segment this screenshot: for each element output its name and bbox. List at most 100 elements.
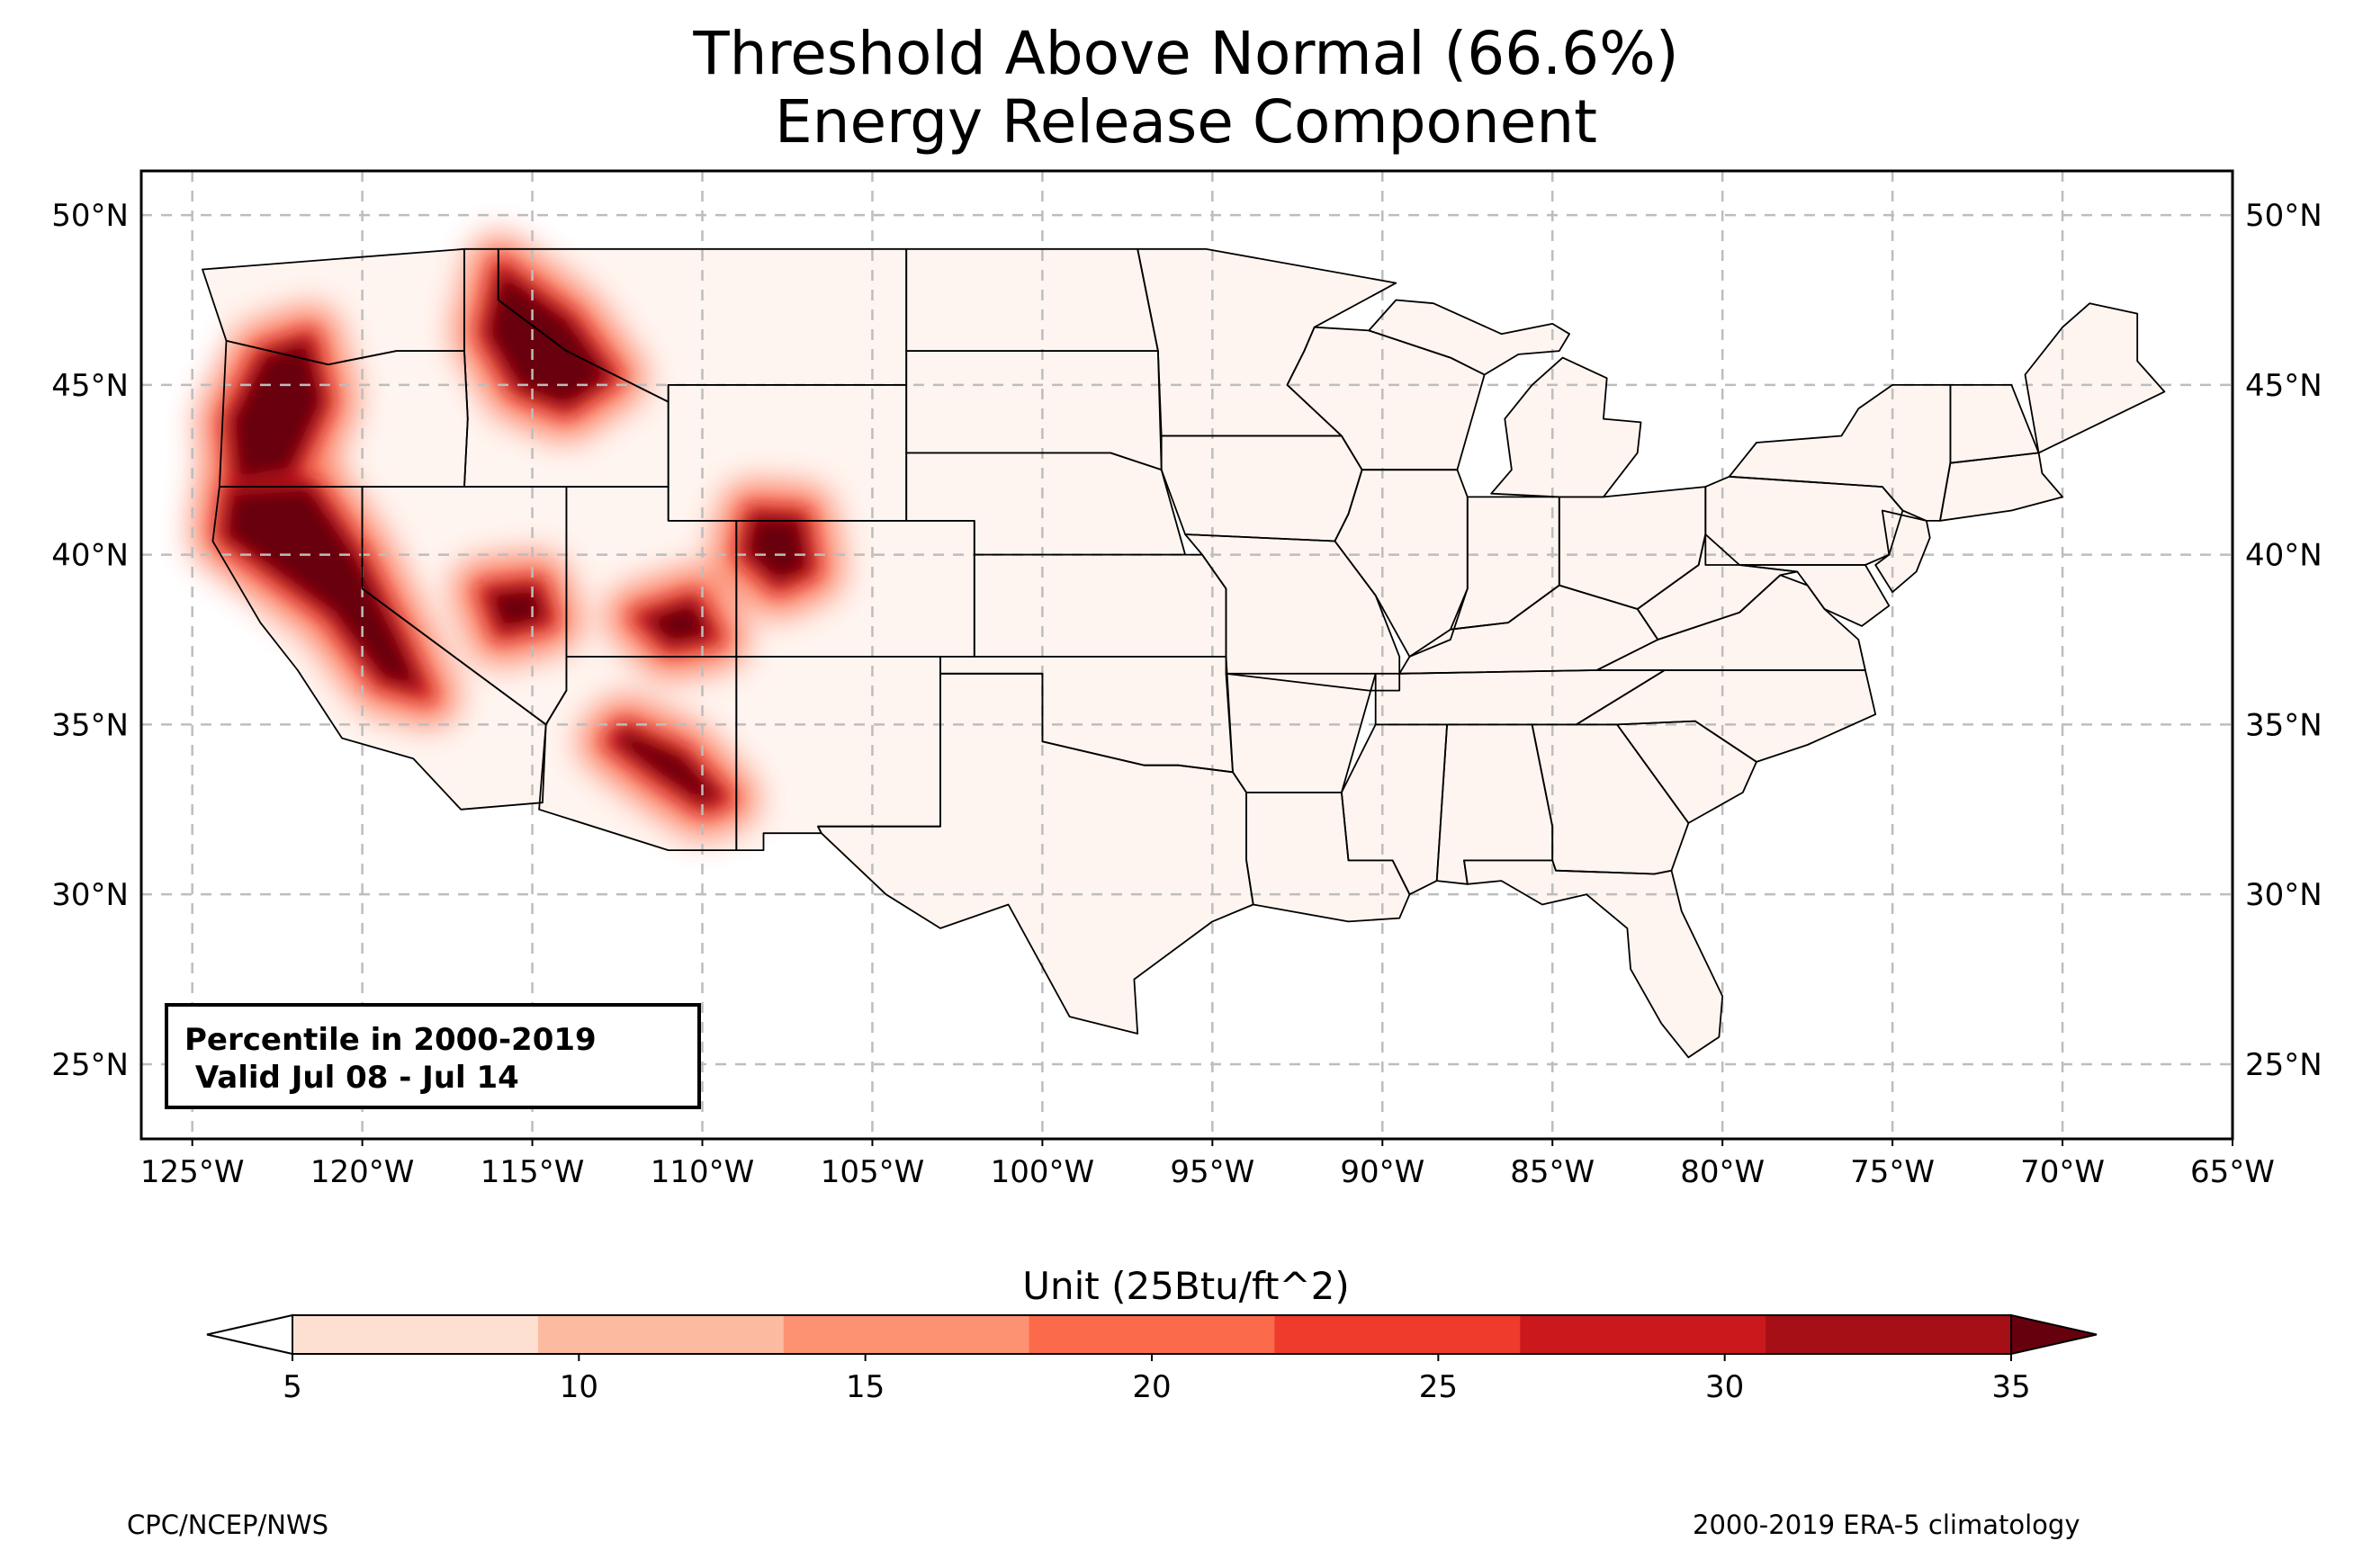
lat-tick-label-right: 35°N — [2245, 707, 2323, 743]
colorbar-extend-high — [2010, 1313, 2098, 1356]
colorbar-tick-label: 20 — [1132, 1369, 1171, 1405]
field-base-ma-ct-ri — [1940, 452, 2063, 521]
map-title-line-1: Threshold Above Normal (66.6%) — [693, 19, 1679, 88]
lat-tick-label-right: 30°N — [2245, 877, 2323, 913]
field-core-group — [214, 257, 820, 814]
colorbar-tick-label: 30 — [1705, 1369, 1744, 1405]
lat-tick-label-right: 45°N — [2245, 368, 2323, 404]
field-base-mo — [1185, 534, 1400, 691]
field-base-wy — [668, 384, 907, 521]
field-base-ar — [1226, 673, 1376, 793]
lon-tick-label: 110°W — [651, 1154, 755, 1190]
field-base-ky — [1399, 585, 1658, 674]
colorbar-tick-label: 25 — [1419, 1369, 1458, 1405]
state-ma-ct-ri — [1939, 452, 2064, 522]
field-base-wv — [1637, 534, 1798, 640]
field-base-vt-nh — [1950, 384, 2039, 463]
field-base-ga — [1532, 724, 1689, 874]
field-base-mn — [1137, 248, 1397, 436]
field-base-ne — [906, 452, 1186, 555]
lon-tick-label: 80°W — [1680, 1154, 1765, 1190]
lon-tick-label: 75°W — [1850, 1154, 1935, 1190]
lon-tick-label: 115°W — [481, 1154, 585, 1190]
field-base-ia — [1161, 435, 1362, 542]
field-base-ny — [1729, 384, 1951, 521]
field-base-nm — [736, 656, 940, 851]
field-base-mi-lower — [1491, 357, 1641, 497]
field-region-oregon-cascades-core — [221, 329, 333, 492]
lon-tick-label: 90°W — [1340, 1154, 1424, 1190]
field-base-me — [2025, 303, 2165, 453]
colorbar-segment — [1274, 1315, 1521, 1354]
field-base-tx — [818, 673, 1253, 1034]
lat-tick-label-right: 25°N — [2245, 1047, 2323, 1083]
lat-tick-label-left: 30°N — [51, 877, 129, 913]
field-base-mi-upper — [1369, 300, 1570, 375]
field-base-ok — [940, 656, 1233, 773]
colorbar-segment — [292, 1315, 539, 1354]
colorbar-tick-label: 5 — [283, 1369, 302, 1405]
state-boundaries — [202, 247, 2166, 1059]
field-base-md-de — [1739, 565, 1890, 626]
lon-tick-label: 105°W — [821, 1154, 925, 1190]
lon-tick-label: 85°W — [1510, 1154, 1595, 1190]
field-region-colorado-core — [735, 506, 820, 594]
info-box: Percentile in 2000-2019 Valid Jul 08 - J… — [165, 1003, 701, 1109]
colorbar: 5 10 15 20 25 30 35 — [206, 1313, 2098, 1405]
lat-tick-label-left: 40°N — [51, 538, 129, 574]
colorbar-extend-low — [206, 1313, 293, 1356]
lon-tick-label: 95°W — [1170, 1154, 1254, 1190]
colorbar-title: Unit (25Btu/ft^2) — [1022, 1264, 1350, 1308]
lat-tick-label-left: 50°N — [51, 198, 129, 234]
colorbar-tick-label: 10 — [560, 1369, 598, 1405]
field-base-ms — [1341, 724, 1448, 895]
map-title-line-2: Energy Release Component — [774, 87, 1598, 157]
colorbar-segment — [537, 1315, 785, 1354]
field-region-utah-core — [629, 590, 724, 655]
lat-tick-label-right: 50°N — [2245, 198, 2323, 234]
field-base-la — [1246, 792, 1410, 922]
info-box-line-2: Valid Jul 08 - Jul 14 — [184, 1060, 519, 1096]
field-base-oh — [1559, 487, 1706, 609]
map-frame-border — [139, 169, 2234, 1141]
state-mi-upper — [1368, 299, 1570, 376]
footer-credit: CPC/NCEP/NWS — [127, 1510, 329, 1540]
gridlines — [141, 171, 2233, 1139]
colorbar-segment — [1029, 1315, 1275, 1354]
erc-field-layer — [192, 235, 2165, 1058]
field-base-wi — [1287, 327, 1485, 470]
lat-tick-label-right: 40°N — [2245, 538, 2323, 574]
info-box-line-1: Percentile in 2000-2019 — [184, 1022, 597, 1058]
colorbar-segment — [1766, 1315, 2012, 1354]
field-base-in — [1450, 497, 1559, 630]
field-base-il — [1334, 470, 1468, 657]
field-base-pa — [1705, 476, 1903, 565]
colorbar-tick-label: 35 — [1991, 1369, 2030, 1405]
colorbar-segment — [1520, 1315, 1766, 1354]
field-base-al — [1436, 724, 1553, 884]
state-nj — [1874, 509, 1931, 594]
map-axis-labels: 125°W 120°W 115°W 110°W 105°W 100°W 95°W 90°W 85… — [51, 198, 2322, 1190]
lat-tick-label-left: 45°N — [51, 368, 129, 404]
colorbar-tick-label: 15 — [846, 1369, 885, 1405]
state-ms — [1341, 723, 1448, 896]
field-base-nj — [1875, 510, 1930, 593]
colorbar-segment — [783, 1315, 1030, 1354]
lon-tick-label: 100°W — [991, 1154, 1095, 1190]
state-me — [2024, 302, 2166, 454]
state-il — [1334, 469, 1469, 658]
lon-tick-label: 125°W — [140, 1154, 245, 1190]
lon-tick-label: 120°W — [310, 1154, 415, 1190]
lon-tick-label: 65°W — [2190, 1154, 2275, 1190]
field-base-ks — [974, 554, 1226, 657]
field-base-sd — [906, 351, 1162, 470]
footer-climatology: 2000-2019 ERA-5 climatology — [1693, 1510, 2080, 1540]
field-base-nc — [1576, 670, 1876, 762]
field-region-nevada-core — [476, 577, 558, 641]
lat-tick-label-left: 35°N — [51, 707, 129, 743]
field-base-fl — [1464, 860, 1723, 1058]
lon-tick-label: 70°W — [2020, 1154, 2105, 1190]
field-base-tn — [1375, 670, 1665, 725]
state-md-de — [1739, 564, 1891, 627]
